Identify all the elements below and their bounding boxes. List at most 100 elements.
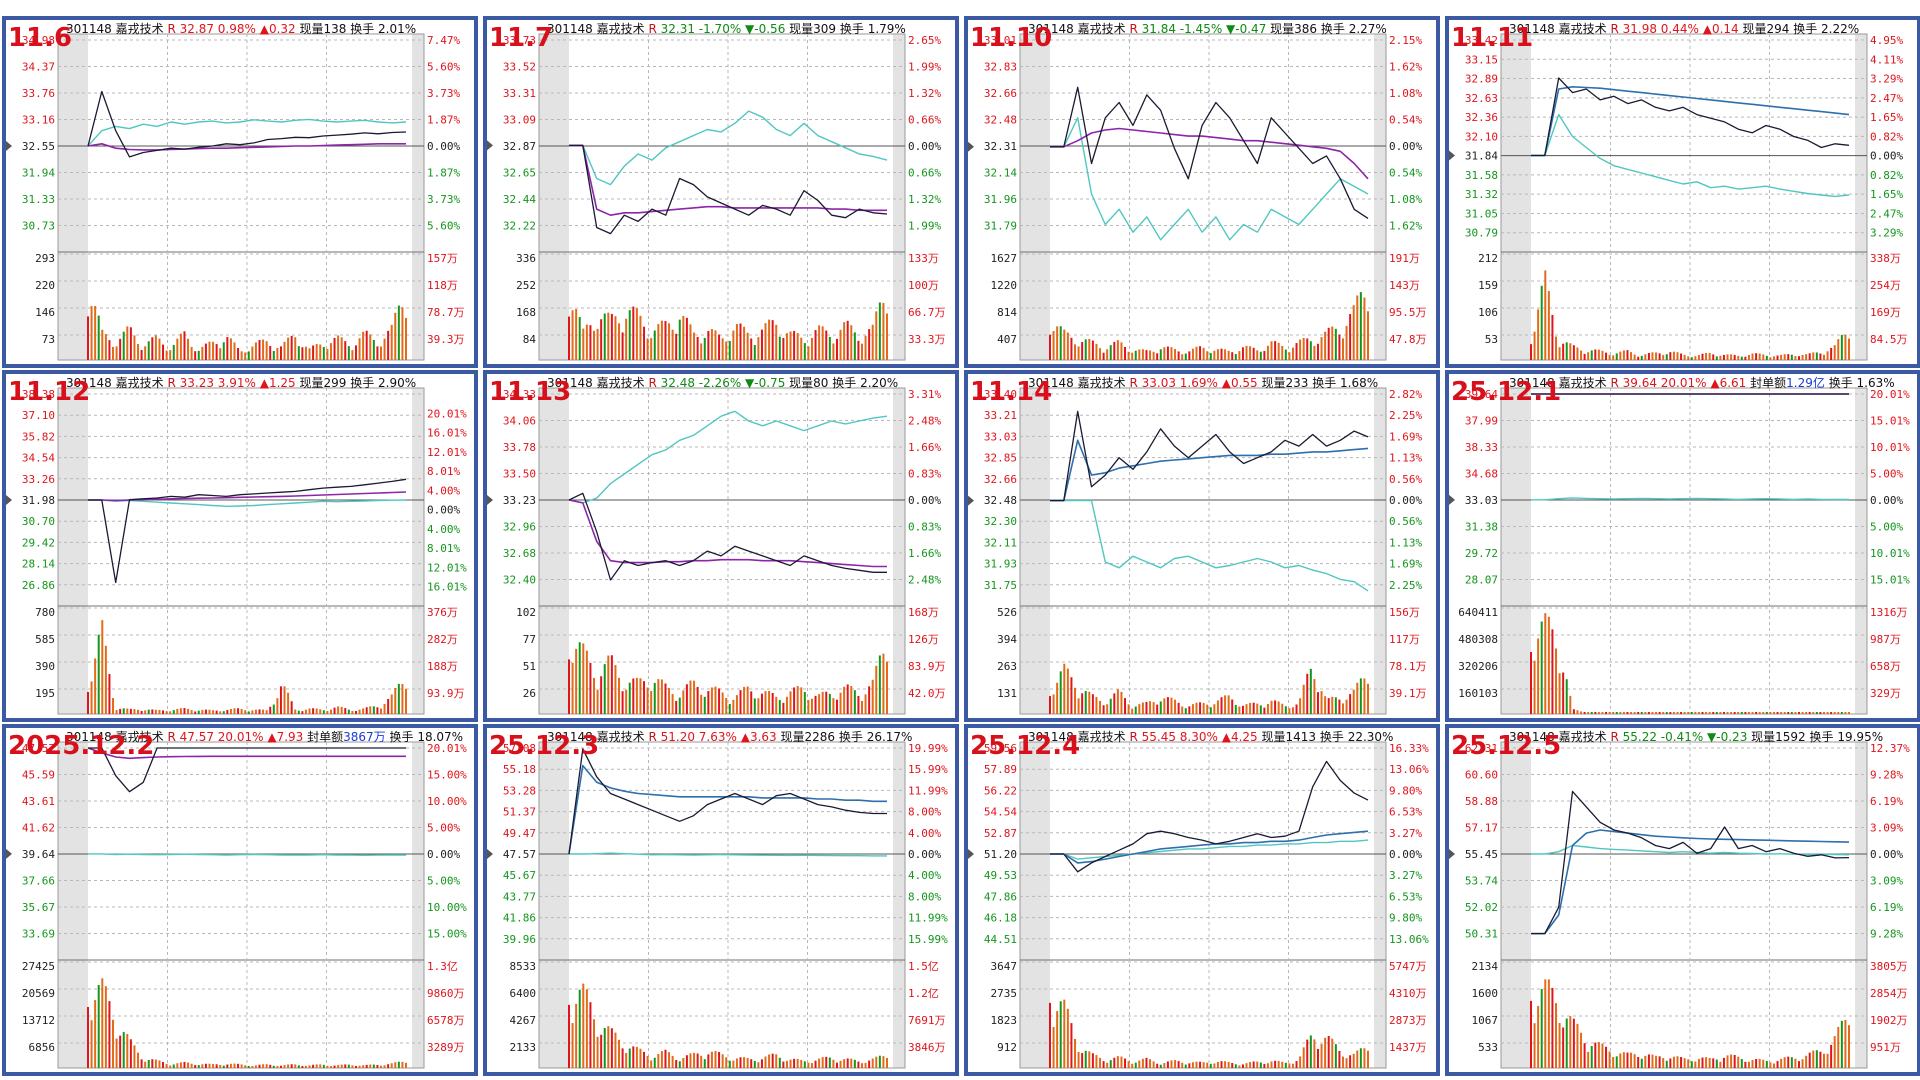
volume-bar <box>169 711 172 714</box>
volume-bar <box>589 1002 592 1068</box>
volume-bar <box>825 1056 828 1068</box>
volume-bar <box>1665 1060 1668 1068</box>
pct-tick-label: 2.47% <box>1870 207 1903 220</box>
header-segment: 7.63% <box>699 730 741 744</box>
volume-bar <box>878 302 881 360</box>
volume-bar <box>1733 354 1736 360</box>
volume-bar <box>1109 1060 1112 1068</box>
volume-bar <box>839 1060 842 1068</box>
volume-bar <box>1612 1057 1615 1068</box>
volume-bar <box>369 334 372 360</box>
volume-bar <box>632 306 635 360</box>
header-segment: 55.45 <box>1142 730 1180 744</box>
volume-bar <box>269 706 272 714</box>
volume-bar <box>1708 712 1711 714</box>
vol-tick-label: 252 <box>516 279 536 292</box>
volume-bar <box>237 1063 240 1068</box>
volume-bar <box>810 698 813 714</box>
volume-bar <box>165 711 168 714</box>
vol-tick-label: 27425 <box>22 960 55 973</box>
volume-bar <box>1651 352 1654 360</box>
volume-bar <box>1252 347 1255 360</box>
post-market-shade <box>1855 388 1867 714</box>
pct-tick-label: 8.01% <box>427 465 460 478</box>
volume-bar <box>1530 1000 1532 1068</box>
volume-bar <box>1231 699 1234 714</box>
volume-bar <box>1256 703 1259 714</box>
vol-right-tick-label: 126万 <box>908 633 939 646</box>
volume-bar <box>1163 1063 1166 1068</box>
header-segment: 1.29亿 <box>1786 375 1829 390</box>
header-segment: 301148 <box>1509 22 1559 36</box>
volume-bar <box>1805 712 1808 714</box>
volume-bar <box>1630 1052 1633 1068</box>
pct-tick-label: 3.29% <box>1870 73 1903 86</box>
volume-bar <box>671 329 674 360</box>
volume-bar <box>1787 354 1790 360</box>
price-tick-label: 44.51 <box>984 933 1017 946</box>
volume-bar <box>1191 704 1194 714</box>
volume-bar <box>272 704 275 714</box>
vol-tick-label: 13712 <box>22 1014 55 1027</box>
chart-svg: 39.6437.9938.3334.6833.0331.3829.7228.07… <box>1449 375 1910 715</box>
volume-bar <box>1762 1059 1765 1068</box>
header-segment: 现量 <box>299 376 323 390</box>
volume-bar <box>1758 353 1761 360</box>
vol-tick-label: 2133 <box>510 1041 537 1054</box>
volume-bar <box>1102 1061 1105 1068</box>
volume-bar <box>1252 1061 1255 1068</box>
volume-bar <box>1077 1051 1080 1068</box>
header-segment: 301148 <box>1028 730 1078 744</box>
triangle-marker-icon <box>487 140 493 151</box>
volume-bar <box>1630 712 1633 714</box>
volume-bar <box>1356 295 1359 360</box>
vol-right-tick-label: 7691万 <box>908 1014 946 1027</box>
volume-bar <box>301 347 304 360</box>
pct-tick-label: 2.25% <box>1389 409 1422 422</box>
pct-tick-label: 8.00% <box>908 806 941 819</box>
pct-tick-label: 3.29% <box>1870 227 1903 240</box>
volume-bar <box>326 1065 329 1068</box>
pct-tick-label: 0.54% <box>1389 167 1422 180</box>
vol-right-tick-label: 282万 <box>427 633 458 646</box>
volume-bar <box>714 330 717 360</box>
volume-bar <box>600 1034 603 1068</box>
volume-bar <box>1676 1056 1679 1068</box>
volume-bar <box>1184 1064 1187 1068</box>
volume-bar <box>254 342 257 360</box>
vol-right-tick-label: 78.7万 <box>427 306 465 319</box>
volume-bar <box>101 620 104 714</box>
volume-bar <box>1797 712 1800 714</box>
avg-price-line <box>1531 829 1850 935</box>
volume-bar <box>1095 696 1098 714</box>
triangle-marker-icon <box>968 495 974 506</box>
price-tick-label: 30.70 <box>22 515 55 528</box>
volume-bar <box>760 1059 763 1068</box>
volume-bar <box>1163 347 1166 360</box>
volume-bar <box>1797 1061 1800 1068</box>
volume-bar <box>1070 337 1073 360</box>
header-segment: 换手 <box>1810 730 1838 744</box>
volume-bar <box>1202 702 1205 714</box>
header-segment: ▼-0.23 <box>1707 730 1751 744</box>
volume-bar <box>821 691 824 714</box>
chart-svg: 33.0132.8332.6632.4832.3132.1431.9631.79… <box>968 22 1427 361</box>
volume-bar <box>575 1003 578 1068</box>
header-segment: 301148 <box>66 22 116 36</box>
volume-bar <box>212 1064 215 1068</box>
avg-price-line <box>88 491 407 502</box>
pct-tick-label: 9.80% <box>1389 912 1422 925</box>
volume-bar <box>1690 1061 1693 1068</box>
volume-bar <box>782 1061 785 1068</box>
volume-bar <box>1149 701 1152 714</box>
pre-market-shade <box>1020 34 1050 360</box>
volume-bar <box>653 682 656 714</box>
volume-bar <box>1299 339 1302 360</box>
volume-bar <box>1277 1060 1280 1068</box>
volume-bar <box>1227 1061 1230 1068</box>
volume-bar <box>821 1057 824 1068</box>
volume-bar <box>1712 1058 1715 1068</box>
price-line <box>568 492 887 581</box>
volume-bar <box>571 662 574 714</box>
volume-bar <box>333 337 336 360</box>
